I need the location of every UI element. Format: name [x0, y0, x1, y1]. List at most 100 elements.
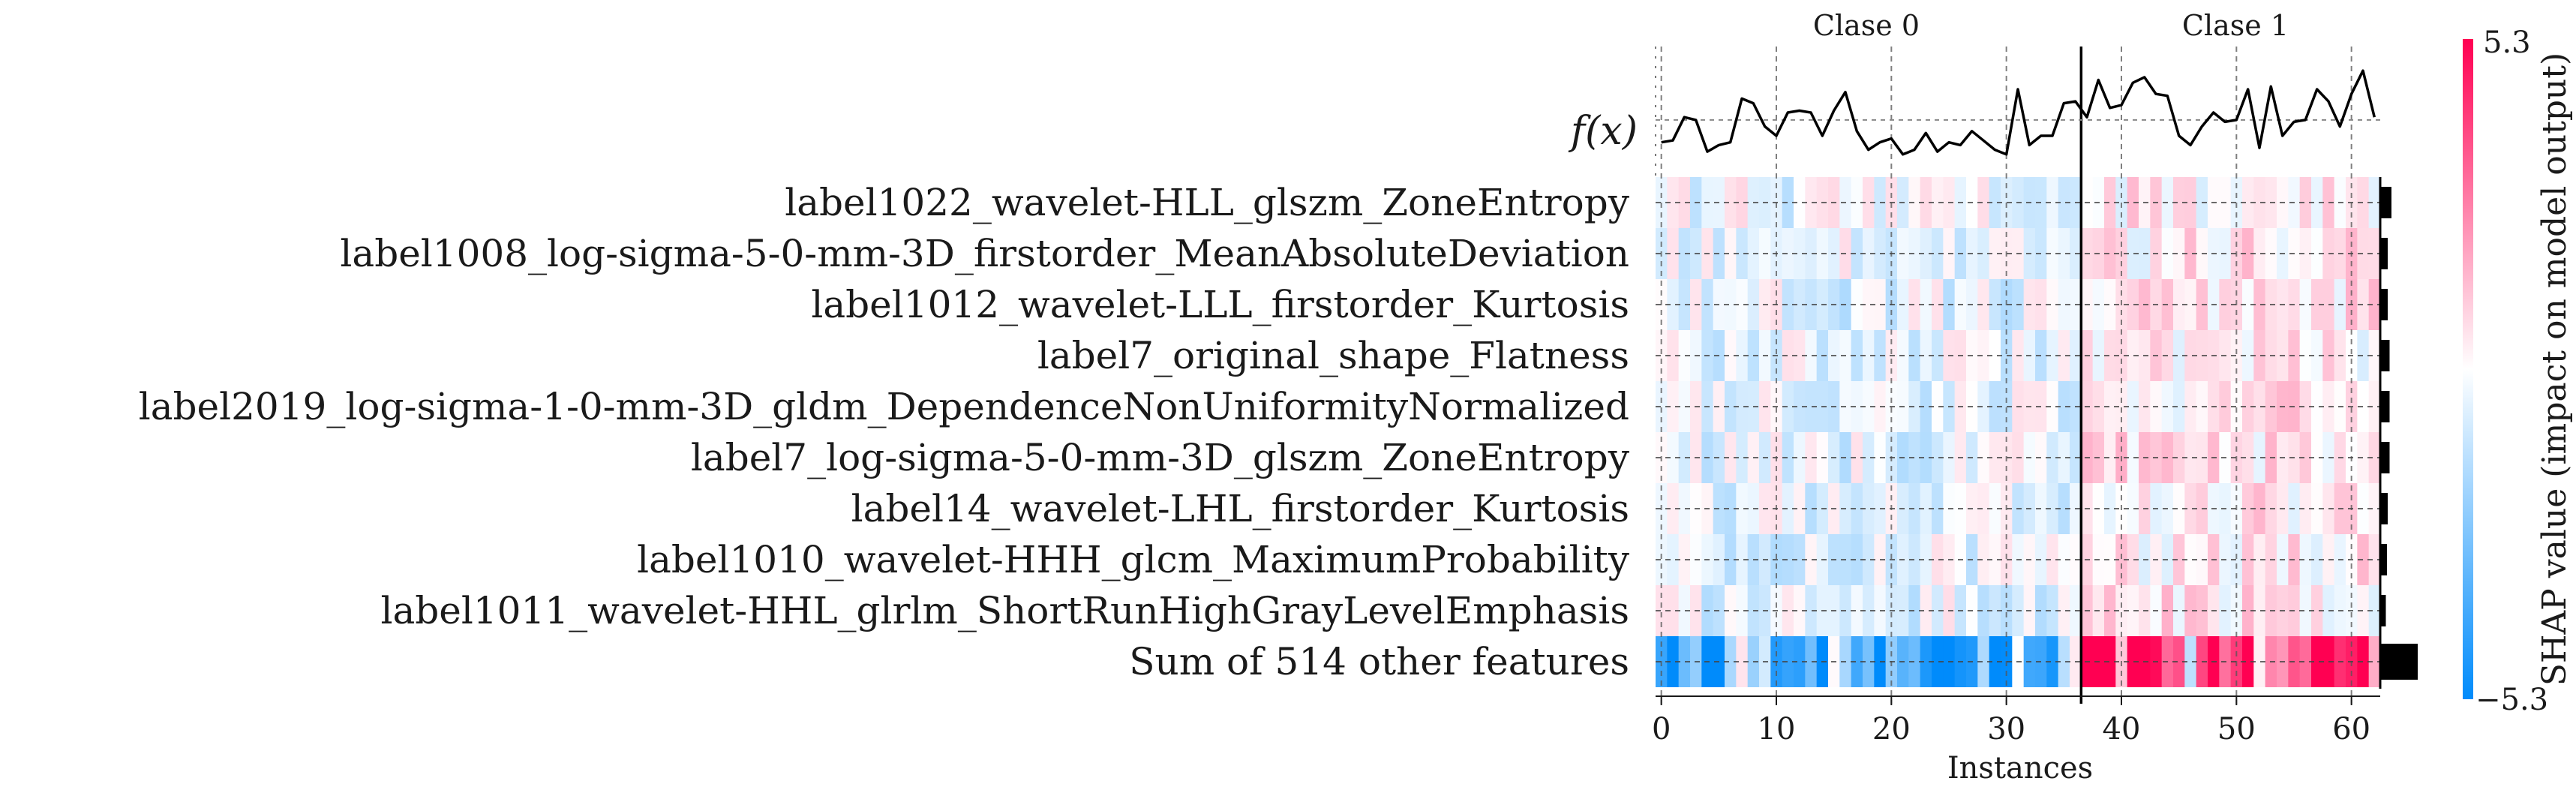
heatmap-cell [1794, 585, 1806, 636]
heatmap-cell [2357, 534, 2370, 585]
heatmap-cell [1782, 585, 1794, 636]
heatmap-cell [1794, 228, 1806, 279]
heatmap-cell [2104, 330, 2116, 381]
heatmap-cell [1725, 330, 1737, 381]
heatmap-cell [2253, 636, 2266, 687]
x-tick-label: 20 [1872, 712, 1911, 746]
heatmap-cell [2242, 483, 2254, 534]
heatmap-cell [1667, 534, 1680, 585]
heatmap-cell [2058, 636, 2070, 687]
x-tick-label: 30 [1987, 712, 2025, 746]
heatmap-cell [2230, 330, 2243, 381]
heatmap-cell [1805, 585, 1818, 636]
heatmap-cell [2001, 585, 2013, 636]
heatmap-cell [2299, 381, 2312, 432]
heatmap-cell [1932, 534, 1944, 585]
heatmap-cell [1851, 534, 1863, 585]
heatmap-cell [1920, 585, 1932, 636]
heatmap-cell [2230, 534, 2243, 585]
heatmap-cell [2058, 381, 2070, 432]
importance-bar [2380, 644, 2418, 680]
heatmap-cell [1851, 177, 1863, 228]
heatmap-cell [1736, 483, 1749, 534]
heatmap-cell [1656, 330, 1668, 381]
heatmap-cell [2115, 534, 2128, 585]
feature-label: label7_original_shape_Flatness [1037, 334, 1629, 377]
heatmap-cell [1851, 636, 1863, 687]
heatmap-cell [2253, 534, 2266, 585]
heatmap-cell [2357, 381, 2370, 432]
heatmap-cell [1863, 228, 1875, 279]
heatmap-cell [2368, 585, 2381, 636]
colorbar-label: SHAP value (impact on model output) [2535, 53, 2574, 686]
heatmap-cell [1736, 636, 1749, 687]
heatmap-cell [2311, 228, 2323, 279]
heatmap-cell [2058, 432, 2070, 483]
heatmap-cell [1667, 432, 1680, 483]
heatmap-cell [1678, 228, 1691, 279]
heatmap-cell [1920, 228, 1932, 279]
heatmap-cell [2242, 585, 2254, 636]
heatmap-cell [2311, 381, 2323, 432]
heatmap-cell [1908, 177, 1921, 228]
heatmap-cell [2230, 585, 2243, 636]
heatmap-cell [2242, 177, 2254, 228]
heatmap-cell [2127, 279, 2139, 330]
heatmap-cell [1863, 177, 1875, 228]
heatmap-cell [2046, 228, 2059, 279]
feature-label: label1010_wavelet-HHH_glcm_MaximumProbab… [637, 538, 1630, 581]
heatmap-cell [1794, 381, 1806, 432]
importance-bars [2379, 177, 2418, 689]
heatmap-cell [1908, 534, 1921, 585]
heatmap-cell [2230, 381, 2243, 432]
heatmap-cell [2127, 228, 2139, 279]
heatmap-cell [2253, 381, 2266, 432]
heatmap-cell [2299, 636, 2312, 687]
heatmap-cell [1932, 483, 1944, 534]
heatmap-cell [2173, 177, 2185, 228]
heatmap-cell [1932, 381, 1944, 432]
importance-bar [2380, 289, 2388, 320]
x-axis-label: Instances [1947, 751, 2093, 785]
heatmap-cell [2357, 483, 2370, 534]
heatmap-cell [1794, 636, 1806, 687]
heatmap-cell [2058, 483, 2070, 534]
colorbar-max-label: 5.3 [2483, 26, 2531, 60]
heatmap-cell [2104, 432, 2116, 483]
heatmap-cell [2368, 534, 2381, 585]
heatmap-cell [2127, 636, 2139, 687]
heatmap-cell [1678, 432, 1691, 483]
heatmap-cell [2127, 381, 2139, 432]
heatmap-cell [2368, 432, 2381, 483]
heatmap-cell [2311, 534, 2323, 585]
heatmap-cell [1736, 585, 1749, 636]
heatmap-cell [1805, 330, 1818, 381]
heatmap-cell [2368, 483, 2381, 534]
heatmap-cell [1989, 381, 2001, 432]
class-label-1: Clase 1 [2182, 9, 2289, 42]
heatmap-cell [2253, 279, 2266, 330]
heatmap-cell [1932, 228, 1944, 279]
fx-label: f(x) [1568, 109, 1638, 154]
heatmap-cell [1656, 534, 1668, 585]
heatmap-cell [1989, 483, 2001, 534]
heatmap-cell [2299, 228, 2312, 279]
heatmap-cell [1736, 432, 1749, 483]
heatmap-cell [1908, 330, 1921, 381]
heatmap-cell [1977, 585, 1990, 636]
colorbar [2463, 39, 2473, 699]
heatmap-cell [2046, 432, 2059, 483]
heatmap-cell [1920, 279, 1932, 330]
fx-line-plot [1656, 69, 2380, 156]
heatmap-cell [2104, 177, 2116, 228]
x-tick-label: 10 [1758, 712, 1796, 746]
heatmap-cell [2046, 534, 2059, 585]
heatmap-cell [1782, 279, 1794, 330]
heatmap-cell [1794, 279, 1806, 330]
feature-label: label7_log-sigma-5-0-mm-3D_glszm_ZoneEnt… [691, 436, 1630, 479]
heatmap-cell [2299, 534, 2312, 585]
feature-label: label2019_log-sigma-1-0-mm-3D_gldm_Depen… [139, 385, 1629, 428]
heatmap-cell [2242, 330, 2254, 381]
heatmap-cell [1977, 636, 1990, 687]
heatmap-cell [1920, 432, 1932, 483]
